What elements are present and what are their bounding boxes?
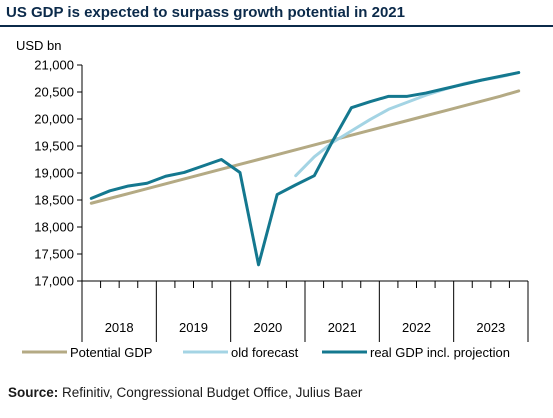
source-text: Refinitiv, Congressional Budget Office, … <box>62 385 363 400</box>
series-line-potential-gdp <box>89 89 521 205</box>
y-tick-label: 21,000 <box>34 58 74 73</box>
x-year-label: 2023 <box>476 320 505 335</box>
y-tick-label: 20,000 <box>34 112 74 127</box>
x-year-label: 2022 <box>402 320 431 335</box>
y-tick-label: 17,000 <box>34 274 74 289</box>
chart-title: US GDP is expected to surpass growth pot… <box>6 4 405 21</box>
series-line-old-forecast <box>294 71 521 178</box>
series-line-real-gdp-incl-projection <box>89 71 521 267</box>
x-year-label: 2021 <box>328 320 357 335</box>
y-tick-label: 17,500 <box>34 247 74 262</box>
y-axis: 17,000 17,500 18,000 18,500 19,000 19,500 20,0… <box>34 58 83 289</box>
y-tick-label: 20,500 <box>34 85 74 100</box>
legend: Potential GDP old forecast real GDP incl. … <box>22 345 510 360</box>
x-year-label: 2018 <box>105 320 134 335</box>
y-tick-label: 19,500 <box>34 139 74 154</box>
y-axis-unit-label: USD bn <box>16 38 62 53</box>
x-year-label: 2019 <box>179 320 208 335</box>
legend-label-potential-gdp: Potential GDP <box>70 345 152 360</box>
y-tick-label: 18,500 <box>34 193 74 208</box>
source-note: Source: Refinitiv, Congressional Budget … <box>8 385 362 400</box>
legend-label-old-forecast: old forecast <box>231 345 299 360</box>
x-axis: 2018 2019 2020 2021 2022 2023 <box>81 280 529 342</box>
y-tick-label: 18,000 <box>34 220 74 235</box>
title-rule <box>0 25 553 27</box>
series-lines <box>89 71 521 267</box>
source-label: Source: <box>8 385 59 400</box>
x-year-label: 2020 <box>253 320 282 335</box>
legend-label-real-gdp-incl-projection: real GDP incl. projection <box>370 345 510 360</box>
y-tick-label: 19,000 <box>34 166 74 181</box>
